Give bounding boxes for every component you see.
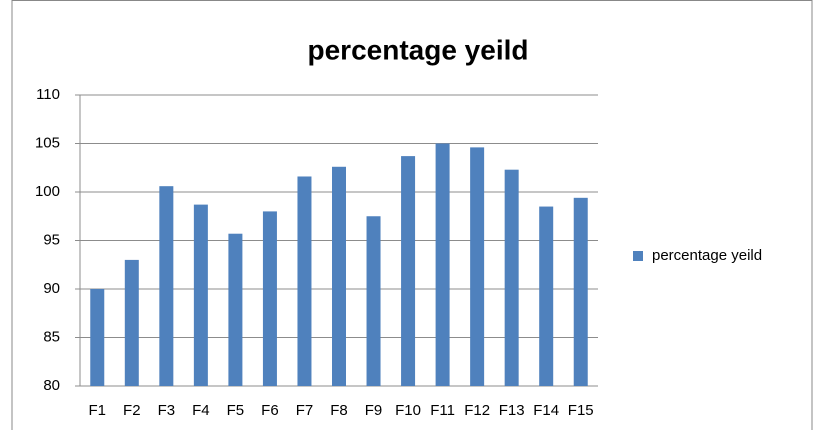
bar bbox=[470, 147, 485, 386]
y-tick-label: 95 bbox=[43, 231, 60, 248]
bar bbox=[435, 143, 450, 386]
x-tick-label: F9 bbox=[365, 402, 383, 419]
x-tick-label: F8 bbox=[330, 402, 348, 419]
bar bbox=[332, 166, 346, 386]
bar bbox=[297, 176, 312, 386]
bar bbox=[90, 289, 105, 386]
legend-label: percentage yeild bbox=[652, 247, 762, 264]
bar bbox=[504, 169, 519, 386]
x-tick-label: F5 bbox=[227, 402, 245, 419]
bar bbox=[124, 259, 139, 386]
y-tick-label: 105 bbox=[35, 134, 60, 151]
bar bbox=[193, 204, 208, 386]
x-tick-label: F11 bbox=[430, 402, 455, 419]
bar bbox=[401, 156, 416, 386]
bar bbox=[228, 233, 243, 386]
x-tick-label: F13 bbox=[499, 402, 525, 419]
bar bbox=[262, 211, 277, 386]
y-tick-label: 90 bbox=[43, 280, 60, 297]
y-tick-label: 85 bbox=[43, 328, 60, 345]
bar bbox=[573, 197, 588, 386]
x-tick-label: F1 bbox=[89, 402, 107, 419]
legend-swatch bbox=[633, 251, 643, 261]
x-tick-label: F6 bbox=[261, 402, 279, 419]
y-tick-label: 110 bbox=[36, 86, 60, 103]
x-tick-label: F4 bbox=[192, 402, 210, 419]
x-tick-label: F7 bbox=[296, 402, 314, 419]
x-tick-label: F3 bbox=[158, 402, 176, 419]
x-tick-label: F14 bbox=[533, 402, 559, 419]
bar bbox=[539, 206, 554, 386]
x-tick-label: F2 bbox=[123, 402, 141, 419]
x-tick-label: F10 bbox=[395, 402, 421, 419]
bar bbox=[366, 216, 381, 386]
bar bbox=[159, 186, 174, 386]
y-tick-label: 80 bbox=[43, 377, 60, 394]
y-tick-label: 100 bbox=[35, 183, 60, 200]
chart-title: percentage yeild bbox=[308, 34, 529, 65]
x-tick-label: F12 bbox=[464, 402, 490, 419]
x-tick-label: F15 bbox=[568, 402, 594, 419]
